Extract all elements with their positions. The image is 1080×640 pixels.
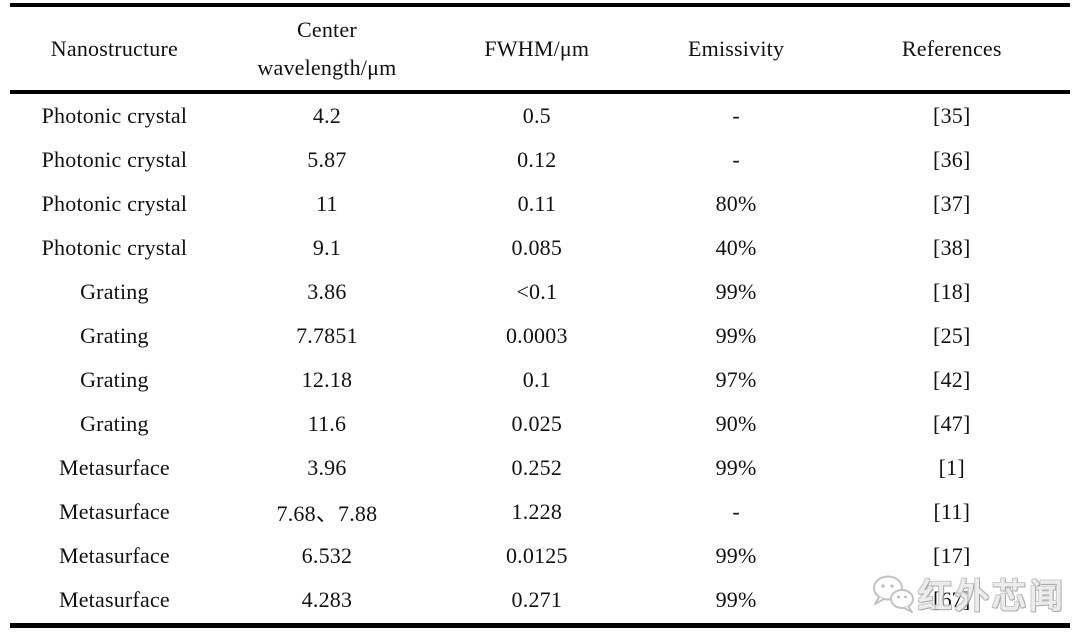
cell-nanostructure: Photonic crystal (41, 147, 188, 172)
cell-emissivity: 80% (715, 191, 757, 216)
header-line-2: wavelength/μm (257, 54, 397, 80)
cell-fwhm: 0.11 (517, 191, 557, 216)
table-row: Grating 11.6 0.025 90% [47] (10, 402, 1070, 446)
cell-reference: [67] (933, 587, 971, 612)
cell-fwhm: 0.085 (511, 235, 563, 260)
cell-reference: [38] (933, 235, 971, 260)
cell-nanostructure: Grating (80, 411, 149, 436)
cell-nanostructure: Metasurface (58, 499, 170, 524)
table-row: Photonic crystal 4.2 0.5 - [35] (10, 94, 1070, 138)
table-row: Grating 12.18 0.1 97% [42] (10, 358, 1070, 402)
cell-nanostructure: Metasurface (58, 455, 170, 480)
cell-fwhm: 0.252 (511, 455, 563, 480)
cell-emissivity: - (732, 499, 740, 524)
cell-nanostructure: Grating (80, 323, 149, 348)
column-header-center-wavelength: Center wavelength/μm (219, 7, 435, 90)
cell-nanostructure: Grating (80, 279, 149, 304)
column-header-nanostructure: Nanostructure (50, 35, 179, 61)
cell-center-wavelength: 12.18 (301, 367, 353, 392)
cell-nanostructure: Photonic crystal (41, 103, 188, 128)
cell-emissivity: 99% (715, 587, 757, 612)
table-row: Metasurface 7.68、7.88 1.228 - [11] (10, 490, 1070, 534)
cell-fwhm: 1.228 (511, 499, 563, 524)
cell-emissivity: 99% (715, 323, 757, 348)
cell-fwhm: 0.0125 (505, 543, 568, 568)
cell-reference: [17] (933, 543, 971, 568)
cell-nanostructure: Photonic crystal (41, 191, 188, 216)
cell-emissivity: 99% (715, 455, 757, 480)
table-header-row: Nanostructure Center wavelength/μm FWHM/… (10, 7, 1070, 90)
cell-reference: [35] (933, 103, 971, 128)
cell-emissivity: - (732, 147, 740, 172)
cell-center-wavelength: 4.283 (301, 587, 353, 612)
cell-reference: [18] (933, 279, 971, 304)
cell-fwhm: 0.12 (517, 147, 557, 172)
table-body: Photonic crystal 4.2 0.5 - [35] Photonic… (10, 94, 1070, 622)
cell-fwhm: 0.271 (511, 587, 563, 612)
cell-reference: [1] (938, 455, 965, 480)
cell-nanostructure: Metasurface (58, 587, 170, 612)
table-row: Metasurface 4.283 0.271 99% [67] (10, 578, 1070, 622)
column-header-emissivity: Emissivity (688, 35, 785, 61)
table-row: Photonic crystal 5.87 0.12 - [36] (10, 138, 1070, 182)
data-table: Nanostructure Center wavelength/μm FWHM/… (10, 3, 1070, 628)
cell-fwhm: 0.0003 (505, 323, 568, 348)
table-header-separator (10, 90, 1070, 94)
cell-center-wavelength: 5.87 (307, 147, 347, 172)
cell-reference: [11] (933, 499, 971, 524)
cell-center-wavelength: 3.86 (307, 279, 347, 304)
column-header-references: References (901, 35, 1002, 61)
table-bottom-border (10, 623, 1070, 628)
table-row: Metasurface 3.96 0.252 99% [1] (10, 446, 1070, 490)
table-row: Photonic crystal 9.1 0.085 40% [38] (10, 226, 1070, 270)
cell-emissivity: 99% (715, 279, 757, 304)
cell-fwhm: <0.1 (516, 279, 558, 304)
cell-center-wavelength: 11.6 (307, 411, 347, 436)
cell-center-wavelength: 6.532 (301, 543, 353, 568)
table-row: Metasurface 6.532 0.0125 99% [17] (10, 534, 1070, 578)
cell-emissivity: 99% (715, 543, 757, 568)
cell-nanostructure: Metasurface (58, 543, 170, 568)
cell-emissivity: 90% (715, 411, 757, 436)
table-row: Grating 3.86 <0.1 99% [18] (10, 270, 1070, 314)
cell-nanostructure: Photonic crystal (41, 235, 188, 260)
cell-center-wavelength: 4.2 (312, 103, 341, 128)
cell-emissivity: 97% (715, 367, 757, 392)
cell-center-wavelength: 7.7851 (296, 323, 358, 348)
cell-center-wavelength: 9.1 (312, 235, 341, 260)
cell-center-wavelength: 3.96 (307, 455, 347, 480)
cell-center-wavelength: 7.68、7.88 (276, 501, 378, 526)
cell-reference: [36] (933, 147, 971, 172)
cell-nanostructure: Grating (80, 367, 149, 392)
cell-center-wavelength: 11 (316, 191, 338, 216)
cell-emissivity: - (732, 103, 740, 128)
header-line-1: Center (297, 16, 357, 42)
column-header-fwhm: FWHM/μm (484, 35, 590, 61)
cell-fwhm: 0.5 (522, 103, 551, 128)
cell-reference: [42] (933, 367, 971, 392)
table-row: Grating 7.7851 0.0003 99% [25] (10, 314, 1070, 358)
table-row: Photonic crystal 11 0.11 80% [37] (10, 182, 1070, 226)
cell-reference: [37] (933, 191, 971, 216)
cell-emissivity: 40% (715, 235, 757, 260)
table-top-border (10, 3, 1070, 7)
cell-fwhm: 0.1 (522, 367, 551, 392)
cell-reference: [47] (933, 411, 971, 436)
cell-fwhm: 0.025 (511, 411, 563, 436)
cell-reference: [25] (933, 323, 971, 348)
